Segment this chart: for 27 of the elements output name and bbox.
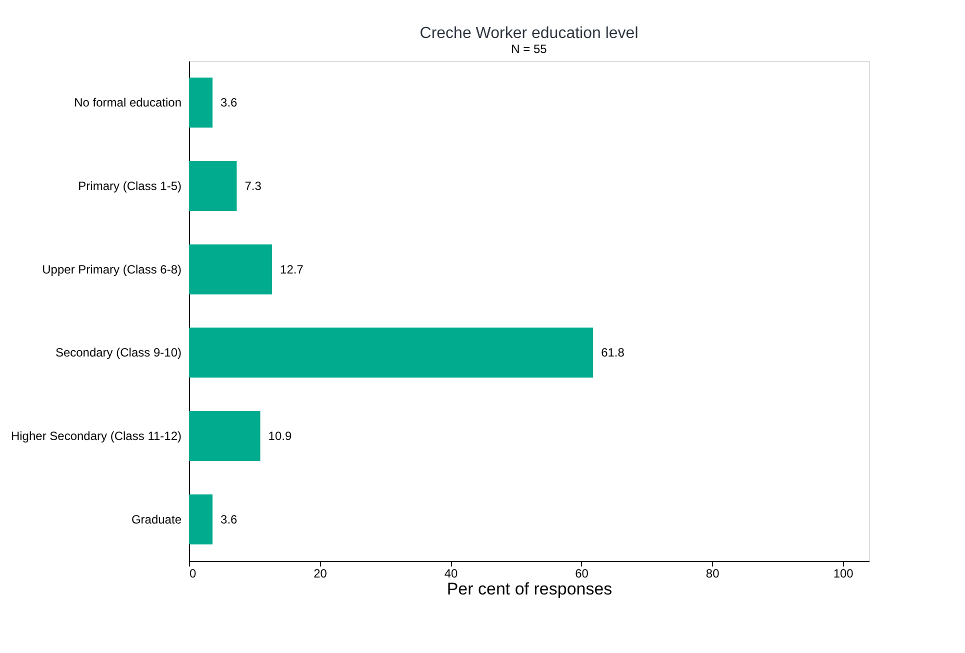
bar <box>189 494 213 544</box>
bar <box>189 161 237 211</box>
x-tick-label: 20 <box>314 566 328 580</box>
data-label: 7.3 <box>244 179 262 193</box>
y-tick-label: Primary (Class 1-5) <box>78 179 182 193</box>
x-tick-label: 80 <box>706 566 720 580</box>
y-tick-label: Graduate <box>131 512 182 526</box>
y-tick-label: Upper Primary (Class 6-8) <box>42 262 182 276</box>
chart-subtitle: N = 55 <box>511 42 548 56</box>
data-label: 3.6 <box>220 96 238 110</box>
y-tick-label: Higher Secondary (Class 11-12) <box>10 429 182 443</box>
bar <box>189 328 594 378</box>
x-tick-label: 0 <box>190 566 196 580</box>
bar <box>189 411 260 461</box>
bar <box>189 78 213 128</box>
x-tick-label: 100 <box>833 566 854 580</box>
data-label: 3.6 <box>220 512 238 526</box>
data-label: 12.7 <box>280 262 304 276</box>
x-tick-label: 40 <box>444 566 458 580</box>
x-tick-label: 60 <box>575 566 589 580</box>
data-label: 10.9 <box>268 429 292 443</box>
bar <box>189 244 272 294</box>
data-label: 61.8 <box>601 346 625 360</box>
y-tick-label: Secondary (Class 9-10) <box>55 346 182 360</box>
chart-title: Creche Worker education level <box>420 25 638 42</box>
y-tick-label: No formal education <box>74 96 182 110</box>
x-axis-title: Per cent of responses <box>446 580 612 598</box>
